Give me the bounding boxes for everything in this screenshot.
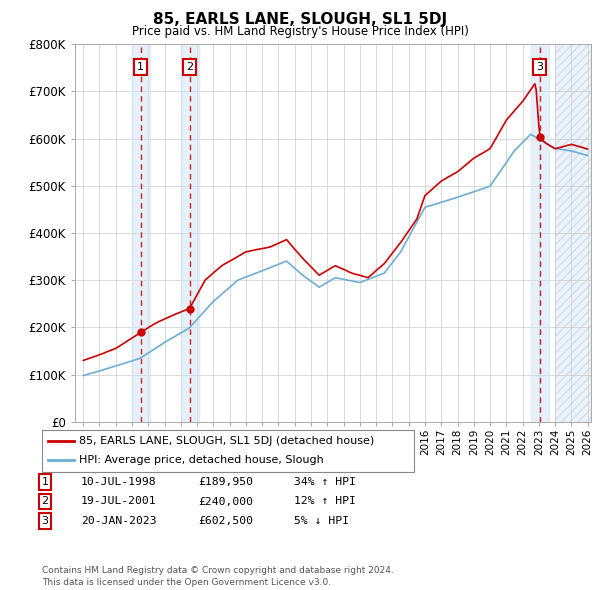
Text: 1: 1 bbox=[41, 477, 49, 487]
Text: 85, EARLS LANE, SLOUGH, SL1 5DJ (detached house): 85, EARLS LANE, SLOUGH, SL1 5DJ (detache… bbox=[79, 435, 374, 445]
Bar bbox=[555, 44, 591, 422]
Text: Price paid vs. HM Land Registry's House Price Index (HPI): Price paid vs. HM Land Registry's House … bbox=[131, 25, 469, 38]
Text: 2: 2 bbox=[41, 497, 49, 506]
Text: £602,500: £602,500 bbox=[198, 516, 253, 526]
Text: 3: 3 bbox=[536, 62, 543, 72]
Bar bbox=[181, 44, 199, 422]
Bar bbox=[555, 44, 591, 422]
Text: 19-JUL-2001: 19-JUL-2001 bbox=[81, 497, 157, 506]
Text: 34% ↑ HPI: 34% ↑ HPI bbox=[294, 477, 356, 487]
Text: 10-JUL-1998: 10-JUL-1998 bbox=[81, 477, 157, 487]
Text: Contains HM Land Registry data © Crown copyright and database right 2024.
This d: Contains HM Land Registry data © Crown c… bbox=[42, 566, 394, 587]
Bar bbox=[531, 44, 548, 422]
Text: 1: 1 bbox=[137, 62, 144, 72]
Text: £189,950: £189,950 bbox=[198, 477, 253, 487]
Text: 20-JAN-2023: 20-JAN-2023 bbox=[81, 516, 157, 526]
Text: HPI: Average price, detached house, Slough: HPI: Average price, detached house, Slou… bbox=[79, 455, 324, 465]
Text: 3: 3 bbox=[41, 516, 49, 526]
Text: 5% ↓ HPI: 5% ↓ HPI bbox=[294, 516, 349, 526]
Bar bbox=[131, 44, 149, 422]
Text: 2: 2 bbox=[186, 62, 193, 72]
Text: £240,000: £240,000 bbox=[198, 497, 253, 506]
Text: 12% ↑ HPI: 12% ↑ HPI bbox=[294, 497, 356, 506]
FancyBboxPatch shape bbox=[42, 430, 414, 472]
Text: 85, EARLS LANE, SLOUGH, SL1 5DJ: 85, EARLS LANE, SLOUGH, SL1 5DJ bbox=[153, 12, 447, 27]
